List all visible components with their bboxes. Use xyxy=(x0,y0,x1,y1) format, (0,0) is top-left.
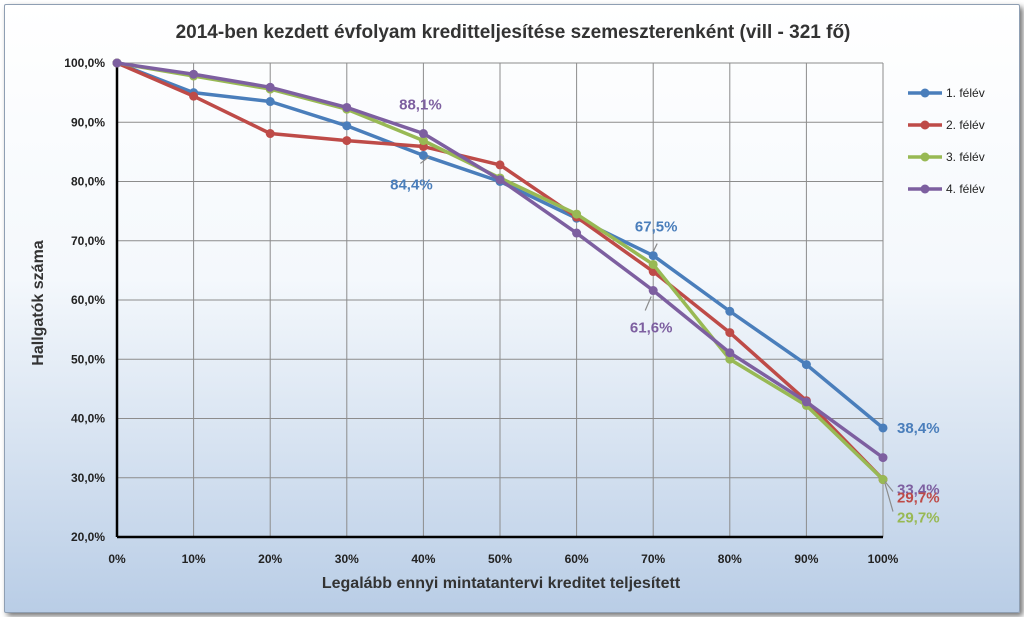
data-point xyxy=(342,102,352,112)
data-point xyxy=(878,423,888,433)
data-point xyxy=(342,136,352,146)
x-tick-label: 50% xyxy=(488,552,512,566)
legend-item-4: 4. félév xyxy=(908,182,985,196)
data-point xyxy=(572,228,582,238)
data-point xyxy=(189,69,199,79)
data-label: 61,6% xyxy=(630,320,673,337)
x-tick-label: 0% xyxy=(108,552,126,566)
data-point xyxy=(801,397,811,407)
legend-marker xyxy=(920,152,930,162)
label-leader-line xyxy=(652,243,658,252)
chart-frame: 2014-ben kezdett évfolyam kreditteljesít… xyxy=(4,4,1020,613)
data-point xyxy=(189,91,199,101)
data-point xyxy=(572,209,582,219)
x-tick-label: 40% xyxy=(411,552,435,566)
data-label: 29,7% xyxy=(897,490,940,507)
legend-marker xyxy=(920,120,930,130)
label-leader-line xyxy=(884,481,894,492)
data-point xyxy=(878,453,888,463)
y-tick-label: 70,0% xyxy=(71,234,105,248)
y-tick-label: 50,0% xyxy=(71,352,105,366)
series-group xyxy=(112,58,888,485)
x-tick-label: 60% xyxy=(565,552,589,566)
legend-label: 1. félév xyxy=(946,86,985,100)
legend-marker xyxy=(920,184,930,194)
data-label: 38,4% xyxy=(897,420,940,437)
data-point xyxy=(725,328,735,338)
data-point xyxy=(648,259,658,269)
legend-item-2: 2. félév xyxy=(908,118,985,132)
legend-label: 4. félév xyxy=(946,182,985,196)
label-leader-line xyxy=(420,155,430,164)
y-tick-label: 100,0% xyxy=(64,56,105,70)
data-point xyxy=(648,251,658,261)
data-point xyxy=(342,121,352,131)
data-label: 88,1% xyxy=(399,97,442,114)
data-point xyxy=(418,136,428,146)
label-leader-line xyxy=(644,296,652,311)
label-leader-lines xyxy=(420,155,894,512)
legend-label: 2. félév xyxy=(946,118,985,132)
axes xyxy=(115,61,883,539)
label-leader-line xyxy=(884,483,894,512)
data-point xyxy=(418,150,428,160)
y-tick-label: 30,0% xyxy=(71,471,105,485)
data-point xyxy=(265,82,275,92)
x-tick-label: 10% xyxy=(182,552,206,566)
data-point xyxy=(801,360,811,370)
data-point xyxy=(725,354,735,364)
series-4 xyxy=(112,58,888,463)
legend: 1. félév 2. félév 3. félév 4. félév xyxy=(908,86,985,196)
data-label: 67,5% xyxy=(635,219,678,236)
data-label: 33,4% xyxy=(897,482,940,499)
data-label: 29,7% xyxy=(897,510,940,527)
x-tick-label: 100% xyxy=(868,552,899,566)
x-tick-label: 80% xyxy=(718,552,742,566)
y-tick-label: 60,0% xyxy=(71,293,105,307)
x-tick-label: 30% xyxy=(335,552,359,566)
data-point xyxy=(495,160,505,170)
legend-item-1: 1. félév xyxy=(908,86,985,100)
legend-marker xyxy=(920,88,930,98)
y-tick-label: 20,0% xyxy=(71,530,105,544)
y-tick-labels: 20,0% 30,0% 40,0% 50,0% 60,0% 70,0% 80,0% 90,0%… xyxy=(64,56,105,544)
gridlines xyxy=(117,62,884,537)
x-tick-label: 90% xyxy=(794,552,818,566)
y-tick-label: 80,0% xyxy=(71,175,105,189)
y-axis-title: Hallgatók száma xyxy=(30,240,47,365)
chart-title: 2014-ben kezdett évfolyam kreditteljesít… xyxy=(176,22,851,43)
x-axis-title: Legalább ennyi mintatantervi kreditet te… xyxy=(322,575,681,592)
data-point xyxy=(648,286,658,296)
y-tick-label: 90,0% xyxy=(71,115,105,129)
x-tick-labels: 0% 10% 20% 30% 40% 50% 60% 70% 80% 90% 100% xyxy=(108,552,898,566)
x-tick-label: 20% xyxy=(258,552,282,566)
data-point xyxy=(725,348,735,358)
data-point xyxy=(495,175,505,185)
data-labels: 88,1%84,4%67,5%61,6%38,4%33,4%29,7%29,7% xyxy=(390,97,939,527)
data-point xyxy=(265,129,275,139)
data-point xyxy=(265,97,275,107)
legend-label: 3. félév xyxy=(946,150,985,164)
line-chart: 2014-ben kezdett évfolyam kreditteljesít… xyxy=(30,22,985,592)
data-point xyxy=(418,129,428,139)
data-point xyxy=(112,58,122,68)
y-tick-label: 40,0% xyxy=(71,412,105,426)
x-tick-label: 70% xyxy=(641,552,665,566)
data-point xyxy=(725,306,735,316)
legend-item-3: 3. félév xyxy=(908,150,985,164)
data-label: 84,4% xyxy=(390,176,433,193)
